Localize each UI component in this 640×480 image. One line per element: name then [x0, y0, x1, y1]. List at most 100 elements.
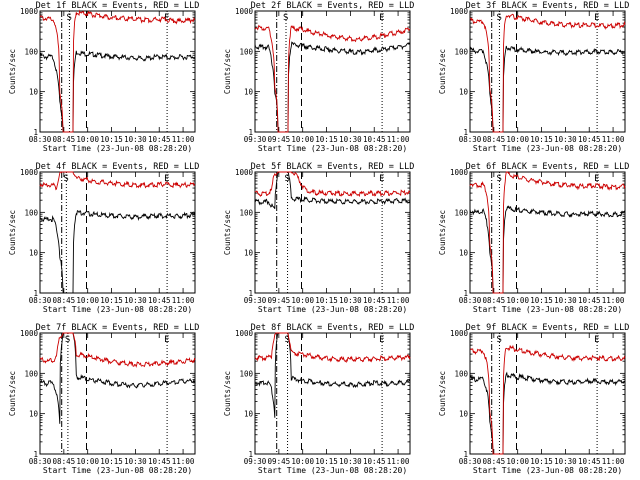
x-tick-label: 10:00	[506, 457, 529, 466]
panel-title: Det 7f BLACK = Events, RED = LLD	[36, 323, 200, 333]
x-axis-label: Start Time (23-Jun-08 08:28:20)	[43, 305, 192, 314]
series-lld-line	[254, 171, 411, 198]
x-tick-label: 09:45	[268, 135, 291, 144]
y-tick-label: 100	[239, 47, 253, 56]
panel-8: Det 8f BLACK = Events, RED = LLD 1 10 100 10…	[223, 323, 414, 475]
y-tick-label: 1000	[235, 329, 254, 338]
marker-label-s: S	[285, 335, 290, 345]
y-tick-label: 100	[24, 208, 38, 217]
x-tick-label: 10:15	[100, 296, 123, 305]
series-events-line	[254, 41, 411, 133]
x-tick-label: 09:30	[244, 457, 267, 466]
series-lld-line	[469, 13, 626, 133]
panel-6: Det 6f BLACK = Events, RED = LLD 1 10 100 10…	[438, 162, 629, 314]
y-tick-label: 10	[459, 410, 469, 419]
x-tick-label: 11:00	[602, 135, 625, 144]
series-lld-line	[39, 332, 196, 368]
y-tick-label: 1000	[235, 168, 254, 177]
panel-7: Det 7f BLACK = Events, RED = LLD 1 10 100 10…	[8, 323, 199, 475]
plot-frame	[39, 332, 196, 455]
series-events-line	[469, 205, 626, 294]
x-tick-label: 10:15	[530, 296, 553, 305]
y-tick-label: 1	[463, 128, 468, 137]
x-tick-label: 10:30	[554, 296, 577, 305]
panel-title: Det 4f BLACK = Events, RED = LLD	[36, 162, 200, 172]
y-tick-label: 100	[239, 369, 253, 378]
series-events-line	[469, 45, 626, 133]
y-axis-label: Counts/sec	[8, 49, 17, 94]
x-tick-label: 10:30	[124, 296, 147, 305]
x-tick-label: 08:30	[29, 296, 52, 305]
x-tick-label: 08:45	[53, 296, 76, 305]
panel-9: Det 9f BLACK = Events, RED = LLD 1 10 100 10…	[438, 323, 629, 475]
x-tick-label: 11:00	[387, 457, 410, 466]
marker-label-s: S	[66, 13, 71, 23]
x-tick-label: 10:00	[506, 135, 529, 144]
marker-label-e: E	[594, 174, 599, 184]
x-tick-label: 10:45	[363, 457, 386, 466]
x-tick-label: 08:45	[53, 457, 76, 466]
plot-frame	[254, 332, 411, 455]
y-axis-label: Counts/sec	[223, 371, 232, 416]
x-tick-label: 10:30	[339, 135, 362, 144]
panel-5: Det 5f BLACK = Events, RED = LLD 1 10 100 10…	[223, 162, 414, 314]
panel-2: Det 2f BLACK = Events, RED = LLD 1 10 100 10…	[223, 1, 414, 153]
x-axis-label: Start Time (23-Jun-08 08:28:20)	[258, 144, 407, 153]
x-tick-label: 11:00	[387, 296, 410, 305]
y-tick-label: 1	[33, 128, 38, 137]
marker-label-s: S	[496, 335, 501, 345]
y-tick-label: 1	[463, 289, 468, 298]
panel-title: Det 2f BLACK = Events, RED = LLD	[251, 1, 415, 11]
panel-title: Det 9f BLACK = Events, RED = LLD	[466, 323, 630, 333]
series-lld-line	[469, 171, 626, 294]
y-tick-label: 1000	[450, 7, 469, 16]
y-axis-label: Counts/sec	[8, 371, 17, 416]
x-tick-label: 10:15	[530, 135, 553, 144]
x-tick-label: 10:45	[148, 457, 171, 466]
y-axis-label: Counts/sec	[8, 210, 17, 255]
x-tick-label: 10:30	[339, 296, 362, 305]
y-tick-label: 100	[454, 208, 468, 217]
marker-label-e: E	[594, 335, 599, 345]
y-axis-label: Counts/sec	[438, 49, 447, 94]
y-axis-label: Counts/sec	[438, 210, 447, 255]
x-tick-label: 11:00	[602, 296, 625, 305]
marker-label-e: E	[164, 335, 169, 345]
x-tick-label: 08:45	[53, 135, 76, 144]
x-tick-label: 09:45	[268, 457, 291, 466]
x-tick-label: 08:30	[459, 296, 482, 305]
y-tick-label: 1000	[450, 329, 469, 338]
x-tick-label: 08:30	[459, 457, 482, 466]
x-tick-label: 10:00	[291, 457, 314, 466]
marker-label-e: E	[594, 13, 599, 23]
plot-frame	[39, 171, 196, 294]
x-tick-label: 10:30	[339, 457, 362, 466]
plot-frame	[39, 10, 196, 133]
y-tick-label: 10	[459, 249, 469, 258]
x-tick-label: 10:45	[578, 457, 601, 466]
x-tick-label: 08:30	[459, 135, 482, 144]
marker-label-e: E	[379, 13, 384, 23]
series-lld-line	[39, 171, 196, 191]
x-axis-label: Start Time (23-Jun-08 08:28:20)	[473, 305, 622, 314]
panel-3: Det 3f BLACK = Events, RED = LLD 1 10 100 10…	[438, 1, 629, 153]
y-tick-label: 100	[454, 369, 468, 378]
panel-1: Det 1f BLACK = Events, RED = LLD 1 10 100 10…	[8, 1, 199, 153]
series-lld-line	[254, 332, 411, 364]
y-tick-label: 1	[33, 289, 38, 298]
marker-label-e: E	[379, 174, 384, 184]
x-tick-label: 11:00	[172, 296, 195, 305]
panel-title: Det 5f BLACK = Events, RED = LLD	[251, 162, 415, 172]
x-tick-label: 10:00	[291, 296, 314, 305]
y-tick-label: 100	[24, 369, 38, 378]
y-tick-label: 1000	[235, 7, 254, 16]
series-lld-line	[39, 9, 196, 133]
y-tick-label: 1	[248, 289, 253, 298]
plot-frame	[469, 332, 626, 455]
y-axis-label: Counts/sec	[223, 49, 232, 94]
x-tick-label: 10:15	[530, 457, 553, 466]
marker-label-s: S	[65, 335, 70, 345]
x-tick-label: 10:15	[100, 135, 123, 144]
x-tick-label: 08:45	[483, 457, 506, 466]
y-tick-label: 1	[248, 450, 253, 459]
